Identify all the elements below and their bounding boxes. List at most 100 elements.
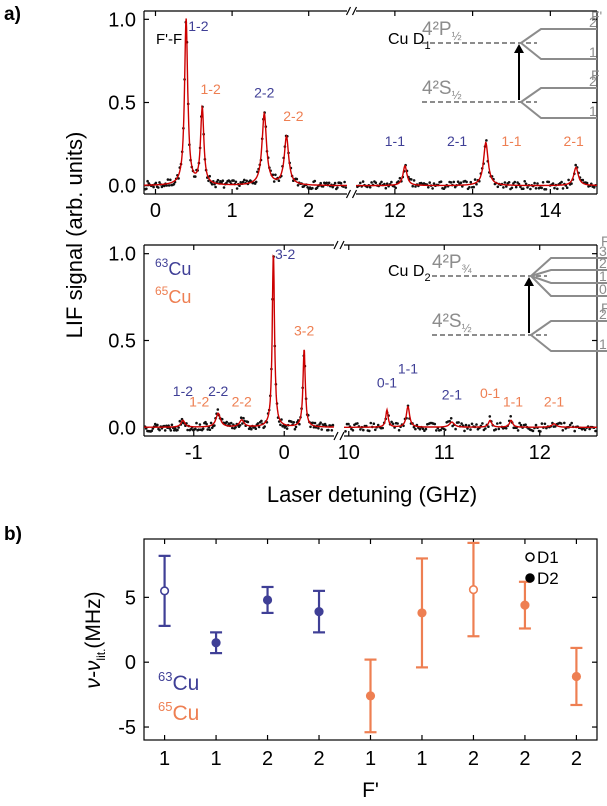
data-point — [195, 421, 198, 425]
axis-break-mark — [333, 240, 339, 250]
data-point-D2 — [262, 595, 273, 605]
x-tick-label: -1 — [185, 442, 203, 464]
data-point — [516, 429, 520, 432]
data-point — [232, 179, 235, 182]
x-tick-label: 0 — [279, 442, 290, 464]
data-point — [496, 185, 500, 189]
data-point — [243, 178, 246, 182]
data-point — [317, 427, 320, 430]
data-point — [206, 428, 209, 431]
upper-level-header: F' — [591, 8, 602, 24]
data-point — [540, 186, 543, 190]
data-point — [250, 427, 253, 431]
data-point — [295, 177, 299, 181]
transition-label: Cu D1 — [388, 31, 431, 52]
peak-label-63: 2-1 — [447, 133, 467, 149]
data-point — [315, 186, 319, 190]
legend-marker — [525, 552, 535, 562]
data-point — [194, 175, 197, 178]
legend-label: D2 — [537, 569, 559, 588]
lower-level-sublevel — [530, 334, 607, 352]
peak-label-63: 1-2 — [173, 383, 193, 399]
data-point — [531, 429, 535, 433]
peak-label-65: 1-2 — [189, 393, 209, 409]
data-point — [272, 180, 276, 183]
data-point — [172, 429, 176, 432]
data-point-D2 — [365, 691, 376, 701]
data-point — [257, 425, 261, 429]
data-point — [312, 426, 316, 429]
excitation-arrow-head — [514, 44, 524, 53]
data-point — [331, 185, 335, 189]
data-point — [344, 430, 347, 433]
upper-level-label: 3 — [599, 243, 607, 259]
data-point — [414, 185, 417, 188]
data-point — [234, 180, 238, 184]
data-point — [570, 421, 573, 425]
upper-level-label: 0 — [599, 281, 607, 297]
x-tick-label: 1 — [159, 748, 170, 770]
data-point — [222, 186, 226, 189]
transition-label: Cu D2 — [388, 263, 431, 284]
data-point — [519, 423, 523, 427]
data-point — [497, 427, 501, 431]
data-point — [414, 427, 417, 431]
data-point — [581, 178, 585, 182]
data-point — [234, 425, 237, 429]
y-tick-label: -5 — [118, 717, 136, 739]
data-point — [194, 427, 197, 431]
data-point — [385, 182, 389, 185]
x-tick-label: 2 — [303, 200, 314, 222]
data-point — [454, 427, 457, 431]
data-point — [372, 422, 376, 426]
data-point — [213, 424, 216, 427]
data-point — [146, 179, 149, 183]
data-point — [296, 184, 300, 187]
data-point — [519, 185, 522, 189]
data-point — [390, 180, 393, 184]
data-point — [238, 184, 241, 187]
x-tick-label: 2 — [262, 748, 273, 770]
fit-curve — [356, 141, 597, 187]
upper-level-sublevel — [520, 42, 597, 60]
data-point — [533, 181, 536, 185]
data-point — [470, 422, 474, 426]
data-point — [431, 187, 434, 190]
data-point — [433, 422, 437, 426]
x-tick-label: 2 — [313, 748, 324, 770]
data-point — [374, 181, 378, 184]
peak-label-63: 3-2 — [275, 246, 295, 262]
data-point — [279, 423, 282, 427]
data-point — [460, 422, 463, 425]
data-point — [411, 184, 415, 188]
data-point — [526, 186, 529, 189]
peak-label-63: 1-2 — [188, 18, 208, 34]
upper-level-label: 1 — [589, 44, 597, 60]
data-point-D2 — [211, 638, 221, 648]
data-point — [229, 421, 233, 425]
data-point — [394, 186, 398, 190]
peak-label-65: 1-2 — [201, 81, 221, 97]
data-point — [331, 423, 335, 427]
upper-state-label: 4²P¾ — [432, 252, 473, 276]
lower-state-label: 4²S½ — [432, 311, 472, 335]
data-point-D2 — [571, 671, 582, 682]
data-point — [260, 419, 263, 423]
data-point — [177, 426, 180, 429]
x-tick-label: 1 — [365, 748, 376, 770]
data-point — [158, 181, 161, 184]
data-point — [547, 180, 551, 184]
peak-label-65: 2-1 — [544, 393, 564, 409]
data-point — [172, 182, 176, 186]
peak-label-65: 1-1 — [501, 133, 521, 149]
data-point — [505, 185, 508, 188]
x-tick-label: 2 — [571, 748, 582, 770]
fit-curve — [144, 18, 347, 187]
xlabel-a: Laser detuning (GHz) — [267, 482, 477, 507]
data-point — [359, 181, 362, 185]
data-point — [473, 178, 477, 181]
data-point-D2 — [314, 607, 324, 617]
data-point — [362, 428, 365, 432]
data-point — [574, 163, 577, 167]
